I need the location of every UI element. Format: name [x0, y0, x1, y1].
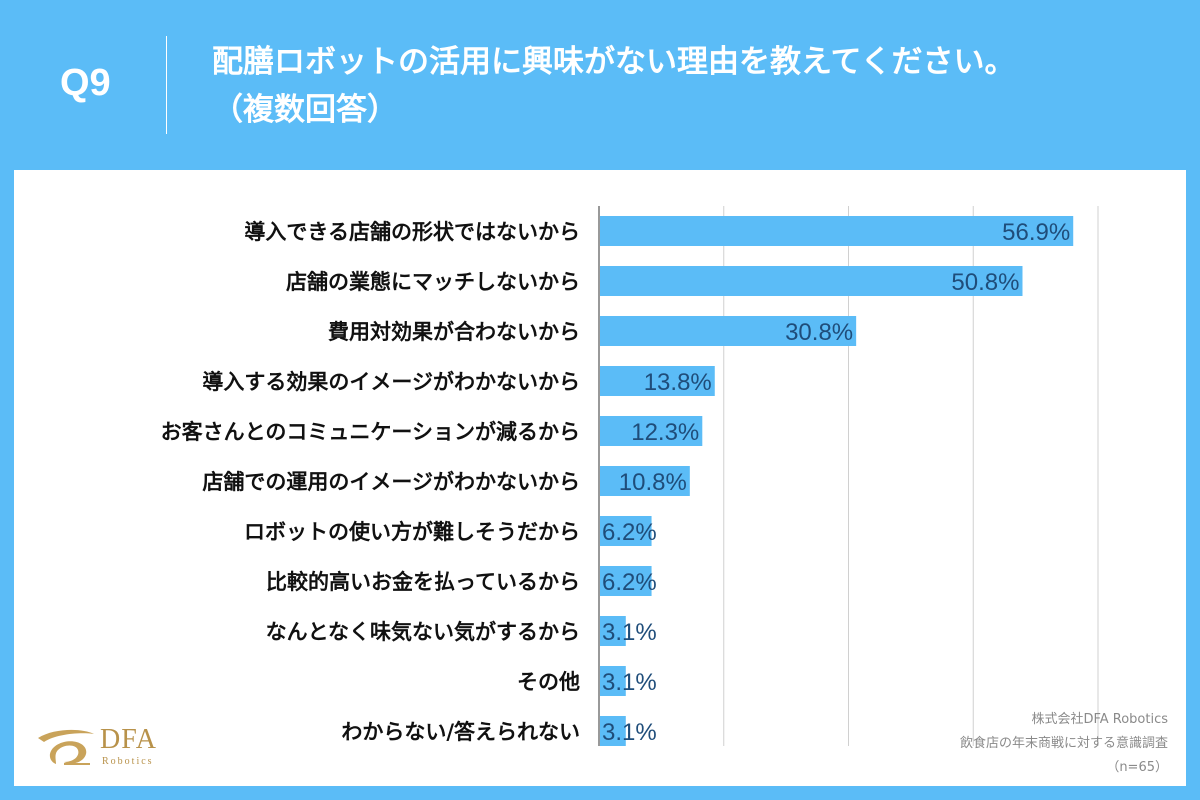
- bar: [600, 466, 690, 496]
- bar: [600, 616, 626, 646]
- bar: [600, 266, 1023, 296]
- category-label: 導入する効果のイメージがわかないから: [202, 370, 580, 394]
- category-label: ロボットの使い方が難しそうだから: [244, 520, 580, 544]
- category-label: 比較的高いお金を払っているから: [266, 570, 580, 594]
- bar: [600, 366, 715, 396]
- data-label: 3.1%: [602, 669, 657, 696]
- category-label: 店舗での運用のイメージがわかないから: [202, 470, 580, 494]
- bar: [600, 516, 652, 546]
- header: Q9 配膳ロボットの活用に興味がない理由を教えてください。 （複数回答）: [0, 0, 1200, 170]
- bar: [600, 566, 652, 596]
- data-label: 12.3%: [631, 419, 699, 446]
- category-label: お客さんとのコミュニケーションが減るから: [161, 420, 580, 444]
- category-label: 導入できる店舗の形状ではないから: [244, 220, 580, 244]
- question-number: Q9: [60, 62, 111, 104]
- data-label: 10.8%: [619, 469, 687, 496]
- data-label: 56.9%: [1002, 219, 1070, 246]
- bar: [600, 316, 857, 346]
- category-label: わからない/答えられない: [341, 720, 580, 744]
- dfa-logo-icon: [38, 729, 94, 765]
- data-label: 3.1%: [602, 719, 657, 746]
- source-sample-size: （n=65）: [1106, 760, 1168, 775]
- category-label: なんとなく味気ない気がするから: [266, 620, 580, 644]
- bar: [600, 416, 703, 446]
- category-label: 費用対効果が合わないから: [328, 320, 580, 344]
- data-label: 6.2%: [602, 519, 657, 546]
- data-label: 3.1%: [602, 619, 657, 646]
- data-label: 50.8%: [951, 269, 1019, 296]
- data-label: 6.2%: [602, 569, 657, 596]
- page-title: 配膳ロボットの活用に興味がない理由を教えてください。 （複数回答）: [212, 44, 1016, 128]
- category-label: 店舗の業態にマッチしないから: [286, 270, 580, 294]
- header-divider: [166, 36, 167, 134]
- category-label: その他: [517, 670, 580, 694]
- source-note: 株式会社DFA Robotics 飲食店の年末商戦に対する意識調査 （n=65）: [960, 708, 1168, 780]
- bar: [600, 666, 626, 696]
- source-survey: 飲食店の年末商戦に対する意識調査: [959, 736, 1168, 751]
- data-label: 30.8%: [785, 319, 853, 346]
- logo-subtitle: Robotics: [102, 756, 154, 767]
- data-label: 13.8%: [644, 369, 712, 396]
- source-company: 株式会社DFA Robotics: [1031, 712, 1168, 727]
- bar: [600, 716, 626, 746]
- logo-name: DFA: [100, 724, 157, 755]
- bar: [600, 216, 1074, 246]
